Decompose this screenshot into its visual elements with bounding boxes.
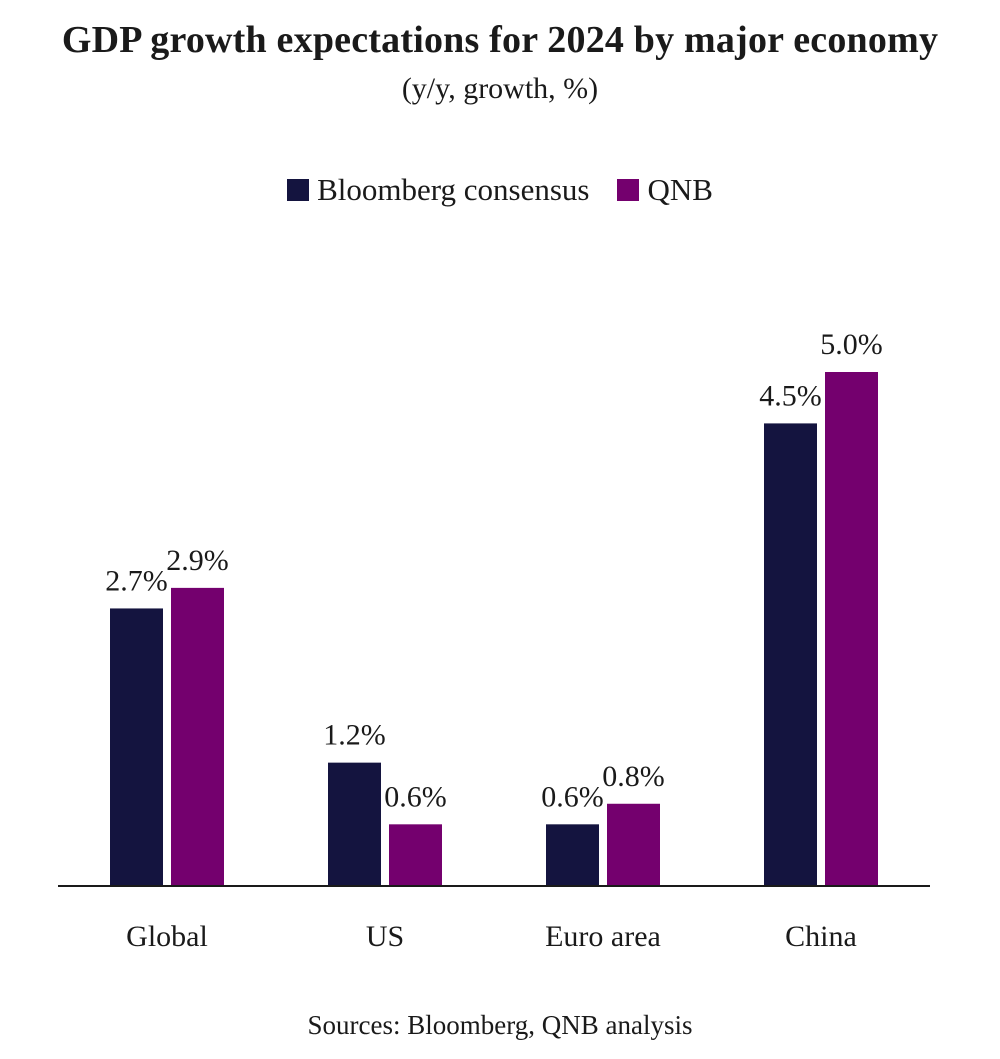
x-tick-label-china: China [785,920,857,953]
legend-label-qnb: QNB [647,172,713,207]
legend-label-bloomberg: Bloomberg consensus [317,172,590,207]
data-label-qnb-global: 2.9% [166,544,229,577]
bar-bloomberg-china [764,423,817,886]
source-note: Sources: Bloomberg, QNB analysis [307,1010,693,1040]
data-label-bloomberg-us: 1.2% [323,719,386,752]
bar-qnb-china [825,372,878,886]
legend-item-bloomberg: Bloomberg consensus [287,172,589,208]
x-tick-label-us: US [366,920,404,953]
x-tick-label-euro-area: Euro area [545,920,661,953]
data-label-bloomberg-china: 4.5% [759,379,822,412]
legend-swatch-qnb [617,179,640,201]
data-label-qnb-euro-area: 0.8% [602,760,665,793]
bar-bloomberg-euro-area [546,824,599,886]
legend-item-qnb: QNB [617,172,713,208]
bar-qnb-global [171,587,224,886]
bar-qnb-us [389,824,442,886]
chart-subtitle: (y/y, growth, %) [401,72,599,105]
data-label-qnb-china: 5.0% [820,328,883,361]
legend-swatch-bloomberg [287,179,310,201]
x-tick-label-global: Global [126,920,208,953]
bar-bloomberg-global [110,608,163,886]
bar-bloomberg-us [328,762,381,886]
data-label-qnb-us: 0.6% [384,780,447,813]
bar-qnb-euro-area [607,803,660,886]
legend: Bloomberg consensus QNB [0,172,1000,208]
data-label-bloomberg-global: 2.7% [105,564,168,597]
chart-title: GDP growth expectations for 2024 by majo… [61,19,939,61]
data-label-bloomberg-euro-area: 0.6% [541,780,604,813]
